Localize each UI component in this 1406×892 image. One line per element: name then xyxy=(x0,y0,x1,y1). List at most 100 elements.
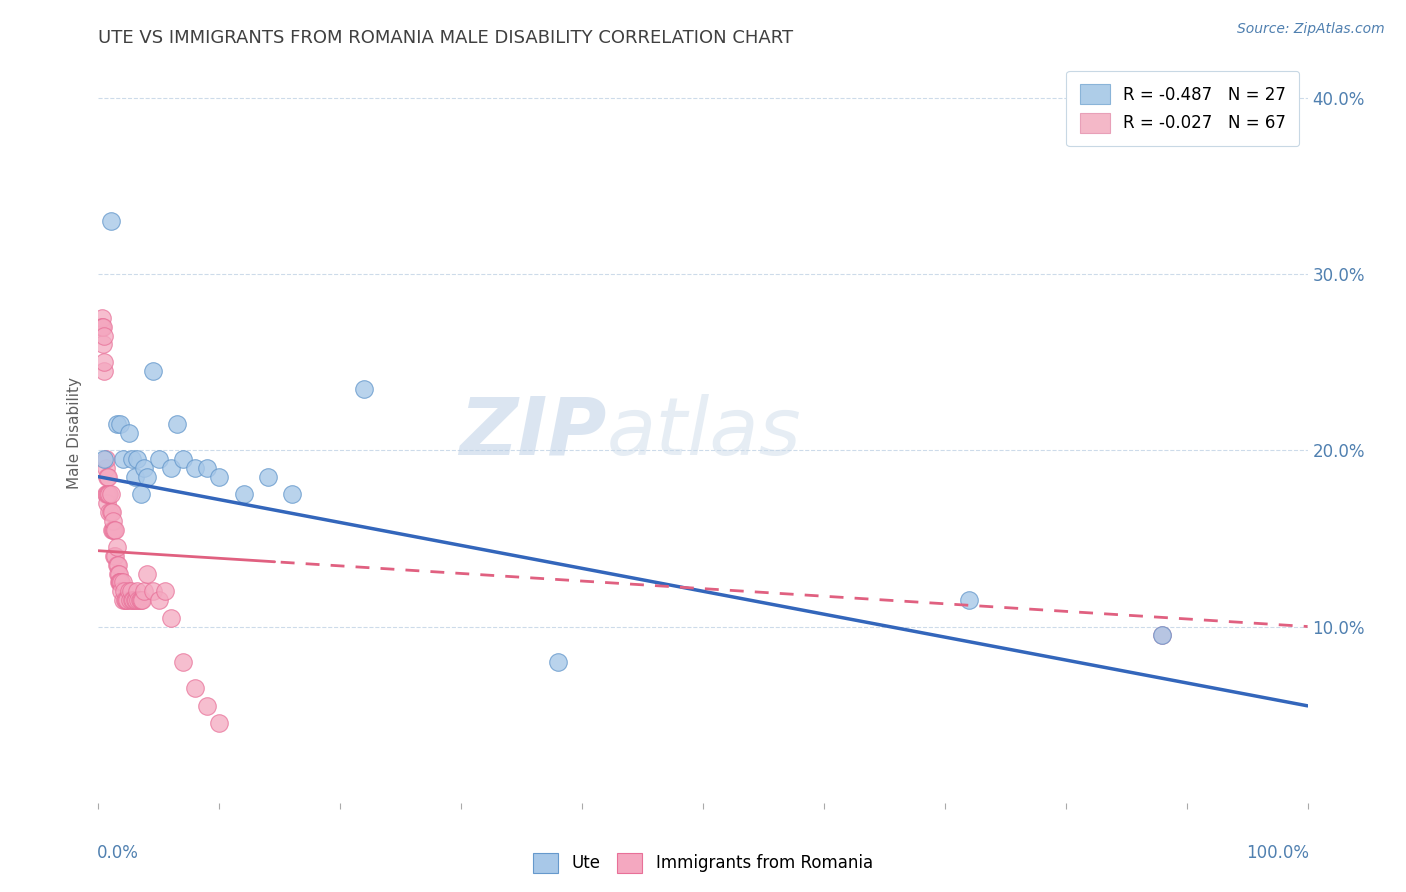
Point xyxy=(100,523,122,537)
Point xyxy=(166,417,188,431)
Point xyxy=(91,319,114,334)
Point xyxy=(120,584,142,599)
Point xyxy=(135,566,157,581)
Point xyxy=(93,328,115,343)
Point xyxy=(108,575,131,590)
Point xyxy=(107,558,129,572)
Point xyxy=(100,214,122,228)
Point xyxy=(93,452,115,467)
Point xyxy=(104,549,127,563)
Y-axis label: Male Disability: Male Disability xyxy=(67,376,83,489)
Point xyxy=(195,461,218,475)
Point xyxy=(124,469,146,483)
Point xyxy=(125,593,148,607)
Point xyxy=(97,487,120,501)
Point xyxy=(281,487,304,501)
Point xyxy=(103,523,125,537)
Point xyxy=(142,364,165,378)
Point xyxy=(172,655,194,669)
Point xyxy=(93,364,115,378)
Point xyxy=(91,311,114,326)
Point xyxy=(100,505,122,519)
Point xyxy=(105,540,128,554)
Point xyxy=(90,319,112,334)
Point xyxy=(91,319,114,334)
Point xyxy=(117,593,139,607)
Point xyxy=(111,593,134,607)
Legend: Ute, Immigrants from Romania: Ute, Immigrants from Romania xyxy=(527,847,879,880)
Point xyxy=(94,487,117,501)
Point xyxy=(118,584,141,599)
Point xyxy=(96,487,118,501)
Point xyxy=(105,558,128,572)
Point xyxy=(131,593,153,607)
Point xyxy=(101,514,124,528)
Point xyxy=(104,523,127,537)
Point xyxy=(96,496,118,510)
Point xyxy=(108,575,131,590)
Point xyxy=(100,487,122,501)
Point xyxy=(118,425,141,440)
Point xyxy=(127,584,149,599)
Point xyxy=(108,575,131,590)
Point xyxy=(96,469,118,483)
Legend: R = -0.487   N = 27, R = -0.027   N = 67: R = -0.487 N = 27, R = -0.027 N = 67 xyxy=(1066,70,1299,146)
Point xyxy=(98,505,121,519)
Point xyxy=(108,566,131,581)
Point xyxy=(1152,628,1174,642)
Point xyxy=(115,593,138,607)
Point xyxy=(547,655,569,669)
Point xyxy=(153,584,176,599)
Point xyxy=(135,469,157,483)
Point xyxy=(208,469,231,483)
Text: Source: ZipAtlas.com: Source: ZipAtlas.com xyxy=(1237,22,1385,37)
Point xyxy=(148,452,170,467)
Point xyxy=(232,487,254,501)
Point xyxy=(118,593,141,607)
Point xyxy=(91,337,114,351)
Point xyxy=(160,610,183,624)
Point xyxy=(110,584,132,599)
Point xyxy=(93,355,115,369)
Point xyxy=(103,549,125,563)
Point xyxy=(107,566,129,581)
Point xyxy=(108,417,131,431)
Point xyxy=(121,452,143,467)
Point xyxy=(184,461,207,475)
Point xyxy=(134,461,156,475)
Text: atlas: atlas xyxy=(606,393,801,472)
Point xyxy=(97,469,120,483)
Point xyxy=(128,593,150,607)
Point xyxy=(121,593,143,607)
Point xyxy=(129,593,152,607)
Point xyxy=(957,593,980,607)
Point xyxy=(142,584,165,599)
Point xyxy=(1152,628,1174,642)
Point xyxy=(208,716,231,731)
Point xyxy=(94,461,117,475)
Point xyxy=(111,575,134,590)
Text: UTE VS IMMIGRANTS FROM ROMANIA MALE DISABILITY CORRELATION CHART: UTE VS IMMIGRANTS FROM ROMANIA MALE DISA… xyxy=(98,29,793,47)
Point xyxy=(101,523,124,537)
Point xyxy=(172,452,194,467)
Point xyxy=(134,584,156,599)
Point xyxy=(111,452,134,467)
Point xyxy=(127,452,149,467)
Text: ZIP: ZIP xyxy=(458,393,606,472)
Point xyxy=(100,505,122,519)
Point xyxy=(184,681,207,696)
Point xyxy=(353,382,375,396)
Text: 100.0%: 100.0% xyxy=(1246,844,1309,862)
Text: 0.0%: 0.0% xyxy=(97,844,139,862)
Point xyxy=(129,487,152,501)
Point xyxy=(256,469,278,483)
Point xyxy=(124,593,146,607)
Point xyxy=(160,461,183,475)
Point xyxy=(122,593,145,607)
Point xyxy=(148,593,170,607)
Point xyxy=(98,487,121,501)
Point xyxy=(114,593,136,607)
Point xyxy=(127,593,149,607)
Point xyxy=(94,452,117,467)
Point xyxy=(112,584,135,599)
